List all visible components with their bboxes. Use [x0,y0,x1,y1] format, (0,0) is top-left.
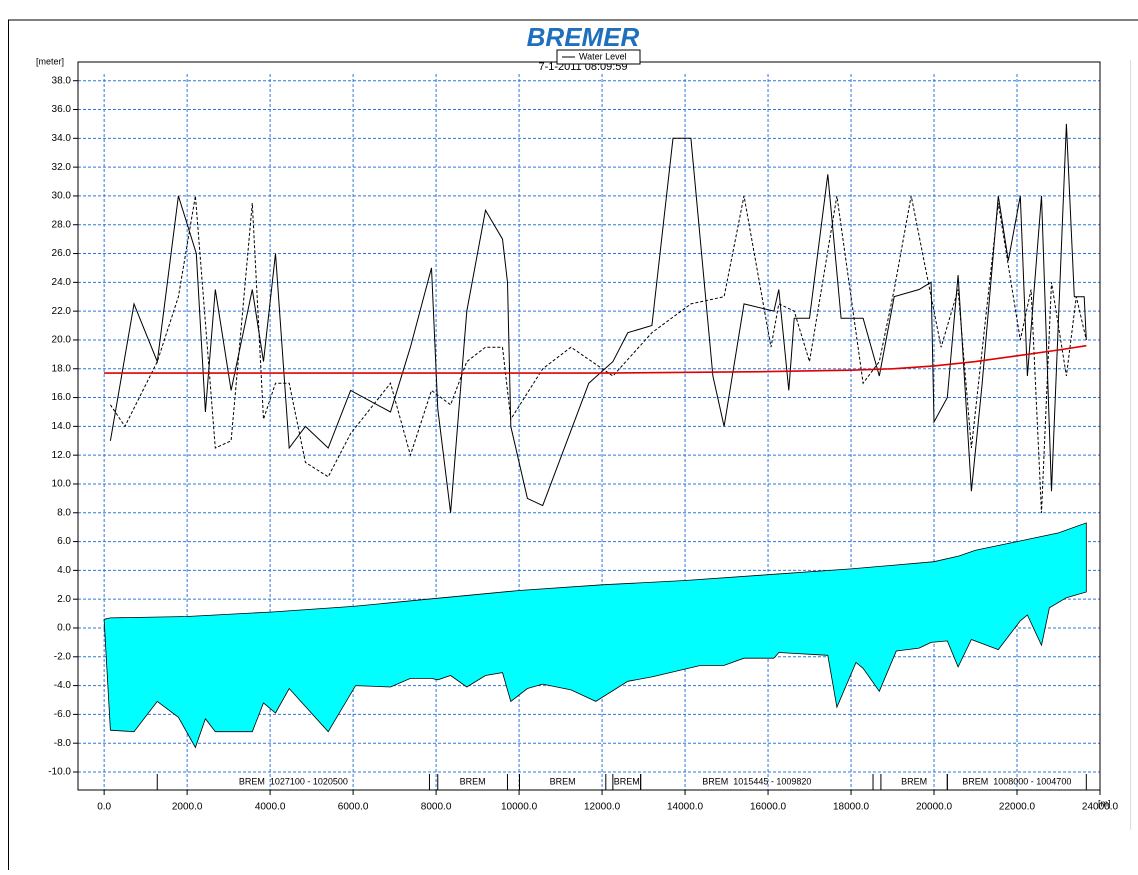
y-tick-label: 14.0 [52,421,72,432]
y-tick-label: 36.0 [52,104,72,115]
y-tick-label: 30.0 [52,191,72,202]
x-tick-label: 0.0 [97,802,111,813]
reach-label: BREM [614,776,640,786]
x-tick-label: 6000.0 [338,802,369,813]
series-line [109,123,1087,513]
y-tick-label: 28.0 [52,219,72,230]
x-tick-label: 12000.0 [584,802,621,813]
reach-label: BREM [550,776,576,786]
legend-box [556,49,641,65]
x-tick-label: 2000.0 [172,802,203,813]
x-tick-label: 24000.0 [1082,802,1119,813]
reach-label: BREM [460,776,486,786]
x-tick-label: 4000.0 [255,802,286,813]
y-tick-label: 22.0 [52,306,72,317]
y-tick-label: -4.0 [54,680,72,691]
y-tick-label: 38.0 [52,75,72,86]
y-tick-label: -6.0 [54,709,72,720]
x-tick-label: 10000.0 [501,802,538,813]
y-tick-label: 12.0 [52,450,72,461]
x-tick-label: 18000.0 [833,802,870,813]
y-tick-label: 4.0 [57,565,71,576]
x-tick-label: 14000.0 [667,802,704,813]
x-tick-label: 20000.0 [916,802,953,813]
chart-title: BREMER [527,22,640,52]
reach-label: BREM [901,776,927,786]
legend-label: Water Level [579,51,627,61]
y-tick-label: 34.0 [52,133,72,144]
y-axis-label: [meter] [36,56,64,66]
y-tick-label: 8.0 [57,507,71,518]
y-tick-label: 10.0 [52,479,72,490]
y-tick-label: 0.0 [57,623,71,634]
series-line [109,195,1087,513]
y-tick-label: 2.0 [57,594,71,605]
reach-label: BREM 1015445 - 1009820 [702,776,811,786]
y-tick-label: 20.0 [52,335,72,346]
reach-label: BREM 1027100 - 1020500 [239,776,348,786]
y-tick-label: 24.0 [52,277,72,288]
y-tick-label: 6.0 [57,536,71,547]
x-tick-label: 22000.0 [999,802,1036,813]
y-tick-label: -2.0 [54,651,72,662]
y-tick-label: -10.0 [48,767,71,778]
x-tick-label: 16000.0 [750,802,787,813]
y-tick-label: 32.0 [52,162,72,173]
y-tick-label: -8.0 [54,738,72,749]
series-line [104,344,1087,374]
x-tick-label: 8000.0 [421,802,452,813]
y-tick-label: 26.0 [52,248,72,259]
channel-area [103,522,1087,749]
y-tick-label: 16.0 [52,392,72,403]
reach-label: BREM 1008000 - 1004700 [962,776,1071,786]
y-tick-label: 18.0 [52,363,72,374]
x-axis-label: [m] [1098,798,1111,808]
